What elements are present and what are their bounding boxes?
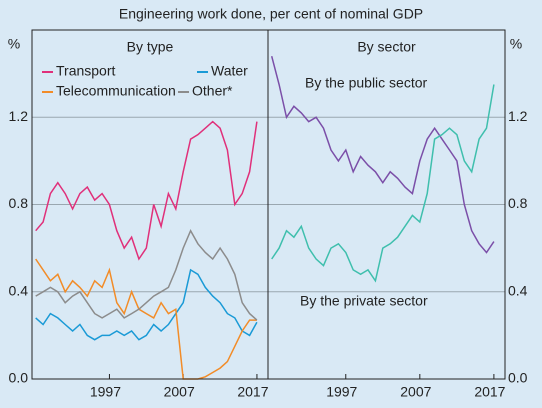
y-axis-unit: % (8, 36, 20, 52)
y-tick-label: 0.4 (9, 282, 29, 298)
legend-label: Transport (56, 63, 116, 79)
y-tick-label: 0.0 (508, 370, 528, 386)
legend-label: Water (211, 63, 248, 79)
legend-label: Telecommunication (56, 83, 176, 99)
x-tick-label: 1997 (326, 384, 357, 400)
x-tick-label: 2007 (164, 384, 195, 400)
x-tick-label: 2017 (474, 384, 505, 400)
y-tick-label: 0.0 (9, 370, 29, 386)
series-line (35, 120, 258, 261)
annotation: By the private sector (300, 293, 428, 309)
x-tick-label: 1997 (90, 384, 121, 400)
y-tick-label: 1.2 (508, 108, 528, 124)
panel-title: By sector (357, 39, 416, 55)
legend-label: Other* (192, 83, 233, 99)
series-line (35, 268, 258, 341)
y-axis-unit: % (510, 36, 522, 52)
y-tick-label: 0.8 (9, 195, 29, 211)
y-tick-label: 1.2 (9, 108, 29, 124)
annotation: By the public sector (305, 75, 428, 91)
series-line (35, 228, 258, 321)
series-line (35, 258, 257, 380)
panel-title: By type (127, 39, 174, 55)
series-line (270, 56, 495, 254)
y-tick-label: 0.4 (508, 282, 528, 298)
x-tick-label: 2007 (400, 384, 431, 400)
series-line (271, 84, 495, 283)
y-tick-label: 0.8 (508, 195, 528, 211)
x-tick-label: 2017 (237, 384, 268, 400)
chart-title: Engineering work done, per cent of nomin… (119, 6, 423, 22)
